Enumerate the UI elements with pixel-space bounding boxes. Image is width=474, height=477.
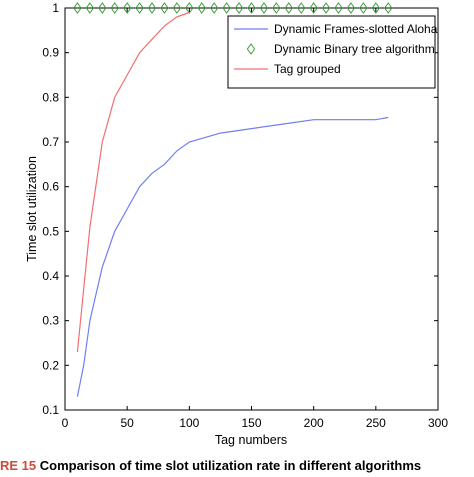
legend-marker (246, 43, 256, 55)
x-tick-label: 300 (428, 416, 448, 430)
x-tick-label: 200 (304, 416, 324, 430)
y-tick-label: 0.7 (42, 135, 59, 149)
data-point-marker (371, 2, 381, 14)
data-point-marker (160, 2, 169, 14)
line-chart: 0 50 100 150 200 250 300 0.1 0.2 0.3 0.4 0.5 0.6 0.7 0… (25, 1, 448, 447)
legend-box (227, 15, 436, 89)
data-point-marker (85, 2, 95, 14)
y-tick-label: 0.8 (42, 90, 59, 104)
data-point-marker (234, 2, 244, 14)
data-point-marker (73, 2, 82, 14)
figure-caption: RE 15 Comparison of time slot utilizatio… (0, 458, 474, 477)
x-tick-label: 0 (62, 416, 69, 430)
data-point-marker (359, 2, 368, 14)
y-tick-label: 0.5 (42, 224, 59, 238)
chart-series (73, 2, 393, 397)
series-line (76, 116, 389, 397)
legend: Dynamic Frames-slotted Aloha Dynamic Bina… (227, 15, 438, 89)
data-point-marker (209, 2, 219, 14)
data-point-marker (172, 2, 182, 14)
figure-caption-text: Comparison of time slot utilization rate… (39, 458, 422, 473)
series-1 (76, 116, 389, 397)
y-axis-label: Time slot utilization (25, 156, 39, 262)
data-point-marker (197, 2, 206, 14)
legend-entry: Dynamic Binary tree algorithm (274, 42, 435, 56)
data-point-marker (384, 2, 393, 14)
data-point-marker (98, 2, 107, 14)
y-tick-label: 1 (52, 1, 59, 15)
data-point-marker (284, 2, 294, 14)
y-tick-label: 0.1 (42, 403, 59, 417)
x-tick-label: 150 (241, 416, 261, 430)
y-tick-label: 0.2 (42, 358, 59, 372)
y-tick-label: 0.9 (42, 46, 59, 60)
data-point-marker (272, 2, 281, 14)
data-point-marker (346, 2, 356, 14)
series-3 (76, 11, 190, 352)
y-tick-label: 0.4 (42, 269, 59, 283)
legend-entry: Dynamic Frames-slotted Aloha (274, 22, 438, 36)
x-tick-label: 250 (366, 416, 386, 430)
data-point-marker (222, 2, 231, 14)
data-point-marker (334, 2, 343, 14)
data-point-marker (247, 2, 256, 14)
figure-number: RE 15 (0, 458, 37, 473)
data-point-marker (309, 2, 318, 14)
series-line (76, 11, 190, 352)
data-point-marker (297, 2, 306, 14)
data-point-marker (122, 2, 132, 14)
data-point-marker (259, 2, 269, 14)
legend-entry: Tag grouped (274, 62, 341, 76)
data-point-marker (321, 2, 331, 14)
y-tick-label: 0.6 (42, 180, 59, 194)
x-tick-label: 100 (179, 416, 199, 430)
axis-ticks: 0 50 100 150 200 250 300 0.1 0.2 0.3 0.4 0.5 0.6 0.7 0… (42, 1, 448, 430)
data-point-marker (147, 2, 157, 14)
x-tick-label: 50 (120, 416, 134, 430)
x-axis-label: Tag numbers (215, 433, 287, 447)
data-point-marker (110, 2, 119, 14)
data-point-marker (135, 2, 144, 14)
y-tick-label: 0.3 (42, 314, 59, 328)
